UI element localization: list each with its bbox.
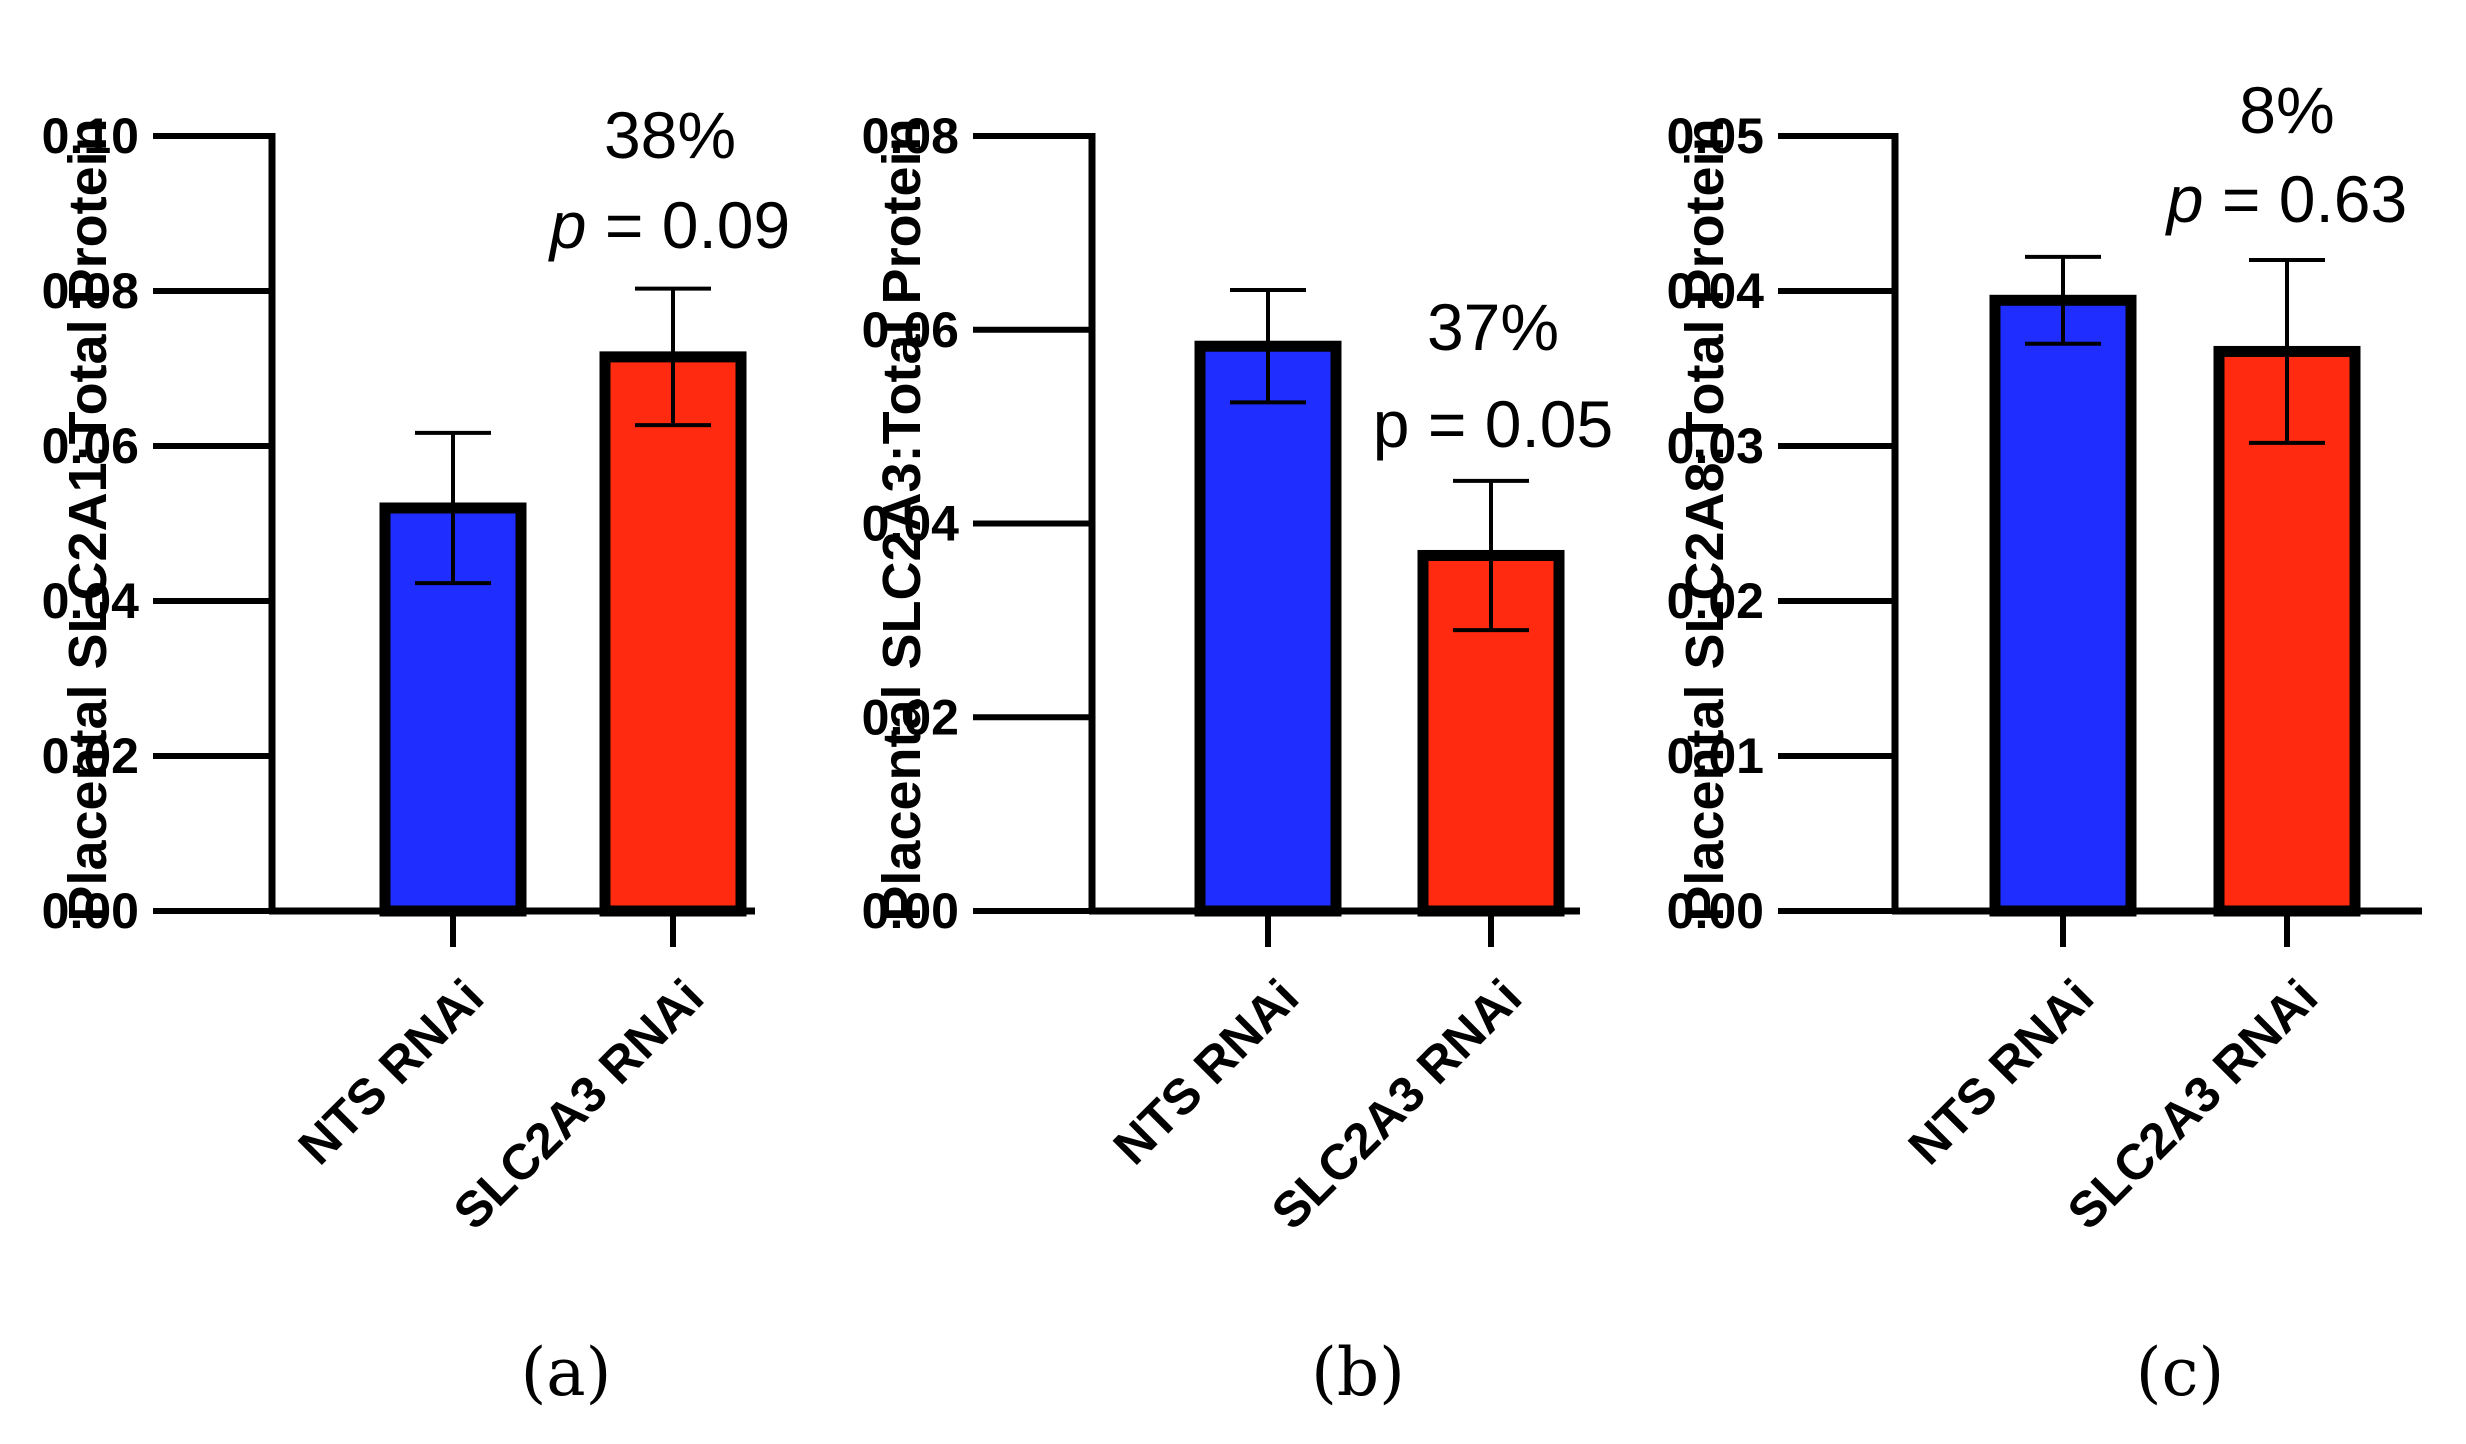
percent-annotation: 37% (1427, 290, 1559, 364)
p-value-annotation: p = 0.05 (1373, 387, 1613, 461)
y-axis-label: Placental SLC2A1:Total Protein (58, 118, 118, 921)
x-tick-label: NTS RNAi (288, 969, 495, 1176)
panel-caption: (a) (521, 1334, 612, 1411)
error-bar-nts (1230, 288, 1306, 405)
y-tick-label: 0.10 (42, 108, 139, 164)
y-tick-label: 0.02 (42, 728, 139, 784)
bar-slc2a3 (599, 351, 747, 917)
y-axis-label: Placental SLC2A3:Total Protein (872, 118, 932, 921)
y-tick-label: 0.04 (42, 573, 140, 629)
y-tick-label: 0.05 (1667, 108, 1764, 164)
error-bar-nts (415, 430, 491, 586)
p-symbol: p (2165, 162, 2204, 236)
panel-caption: (b) (1311, 1334, 1405, 1411)
p-symbol: p (548, 188, 587, 262)
x-tick-label: NTS RNAi (1103, 969, 1310, 1176)
p-value-annotation: p = 0.63 (2165, 162, 2407, 236)
x-tick-label: NTS RNAi (1898, 969, 2105, 1176)
y-tick-label: 0.04 (862, 496, 960, 552)
bar-nts (1194, 340, 1342, 917)
error-bar-slc2a3 (635, 286, 711, 428)
y-tick-label: 0.06 (862, 302, 959, 358)
y-tick-label: 0.03 (1667, 418, 1764, 474)
panel-caption: (c) (2136, 1334, 2224, 1411)
y-tick-label: 0.02 (862, 689, 959, 745)
y-tick-label: 0.08 (862, 108, 959, 164)
error-bar-nts (2025, 254, 2101, 346)
y-tick-label: 0.06 (42, 418, 139, 474)
error-bar-slc2a3 (2249, 258, 2325, 445)
y-tick-label: 0.02 (1667, 573, 1764, 629)
y-tick-label: 0.00 (862, 883, 959, 939)
error-bar-slc2a3 (1453, 478, 1529, 633)
y-axis-label: Placental SLC2A8:Total Protein (1675, 118, 1735, 921)
y-tick-label: 0.04 (1667, 263, 1765, 319)
percent-annotation: 8% (2239, 73, 2334, 147)
p-value: = 0.09 (587, 188, 791, 262)
p-value-annotation: p = 0.09 (548, 188, 790, 262)
y-tick-label: 0.00 (1667, 883, 1764, 939)
bar-nts (1989, 294, 2137, 917)
percent-annotation: 38% (604, 98, 736, 172)
p-value: = 0.05 (1410, 387, 1614, 461)
p-value: = 0.63 (2204, 162, 2408, 236)
p-symbol: p (1373, 387, 1410, 461)
y-tick-label: 0.08 (42, 263, 139, 319)
y-tick-label: 0.00 (42, 883, 139, 939)
y-tick-label: 0.01 (1667, 728, 1764, 784)
